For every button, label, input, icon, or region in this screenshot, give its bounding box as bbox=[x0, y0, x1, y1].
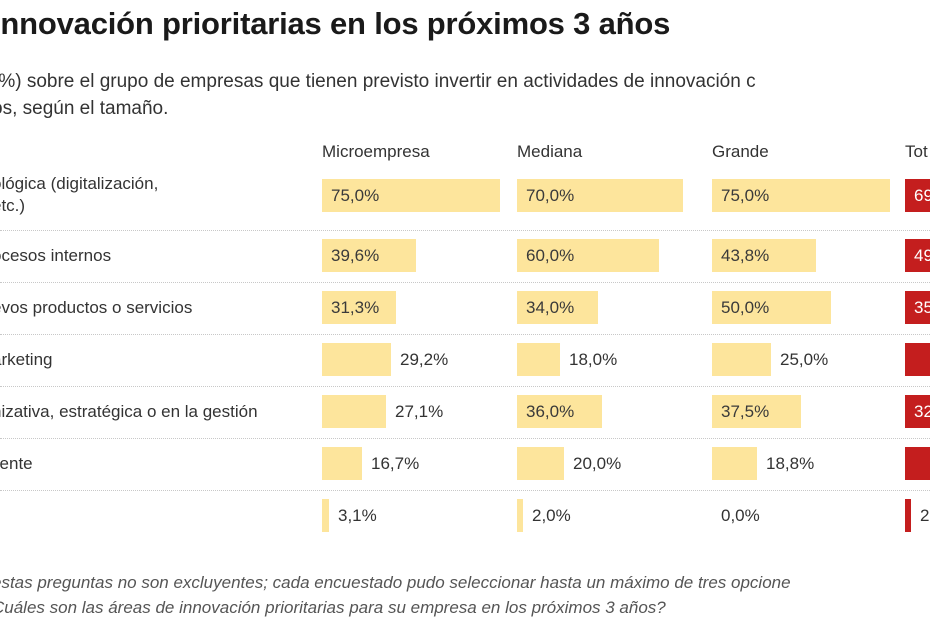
total-bar bbox=[905, 343, 930, 376]
size-bar bbox=[322, 447, 362, 480]
value-label: 37,5% bbox=[721, 402, 770, 421]
value-label: 60,0% bbox=[526, 246, 575, 265]
size-bar bbox=[322, 291, 396, 324]
total-bar bbox=[905, 179, 930, 212]
size-bar bbox=[517, 343, 560, 376]
size-bar bbox=[322, 179, 500, 212]
size-bar bbox=[517, 395, 602, 428]
size-bar bbox=[712, 239, 816, 272]
value-label: 39,6% bbox=[331, 246, 380, 265]
value-label: 2,0% bbox=[532, 506, 571, 525]
column-header: Mediana bbox=[517, 142, 583, 161]
value-label: 2 bbox=[920, 506, 930, 525]
total-bar bbox=[905, 499, 911, 532]
footnote: estas preguntas no son excluyentes; cada… bbox=[0, 570, 791, 620]
value-label: 20,0% bbox=[573, 454, 622, 473]
value-label: 0,0% bbox=[721, 506, 760, 525]
size-bar bbox=[712, 447, 757, 480]
value-label: 31,3% bbox=[331, 298, 380, 317]
row-separator bbox=[0, 230, 930, 231]
total-bar bbox=[905, 291, 930, 324]
value-label: 43,8% bbox=[721, 246, 770, 265]
size-bar bbox=[517, 239, 659, 272]
value-label: 25,0% bbox=[780, 350, 829, 369]
row-separator bbox=[0, 282, 930, 283]
column-header: Grande bbox=[712, 142, 769, 161]
value-label: 27,1% bbox=[395, 402, 444, 421]
value-label: 29,2% bbox=[400, 350, 449, 369]
value-label: 3,1% bbox=[338, 506, 377, 525]
subtitle-line: (%) sobre el grupo de empresas que tiene… bbox=[0, 71, 756, 92]
footnote-line: estas preguntas no son excluyentes; cada… bbox=[0, 573, 791, 592]
total-bar bbox=[905, 239, 930, 272]
chart-subtitle: (%) sobre el grupo de empresas que tiene… bbox=[0, 68, 930, 122]
size-bar bbox=[322, 343, 391, 376]
size-bar bbox=[712, 343, 771, 376]
footnote-line: Cuáles son las áreas de innovación prior… bbox=[0, 598, 666, 617]
row-label: ocesos internos bbox=[0, 246, 112, 265]
size-bar bbox=[517, 447, 564, 480]
column-header: Tot bbox=[905, 142, 928, 161]
value-label: 75,0% bbox=[331, 186, 380, 205]
row-label: liente bbox=[0, 454, 33, 473]
column-header: Microempresa bbox=[322, 142, 430, 161]
size-bar bbox=[517, 179, 683, 212]
chart-title: innovación prioritarias en los próximos … bbox=[0, 6, 671, 41]
size-bar bbox=[322, 239, 416, 272]
value-label: 18,8% bbox=[766, 454, 815, 473]
total-bar bbox=[905, 395, 930, 428]
value-label: 50,0% bbox=[721, 298, 770, 317]
row-label: evos productos o servicios bbox=[0, 298, 193, 317]
size-bar bbox=[712, 179, 890, 212]
row-separator bbox=[0, 490, 930, 491]
total-bar bbox=[905, 447, 930, 480]
row-label: arketing bbox=[0, 350, 53, 369]
row-separator bbox=[0, 438, 930, 439]
size-bar bbox=[322, 499, 329, 532]
value-label: 69 bbox=[914, 186, 930, 205]
row-separator bbox=[0, 334, 930, 335]
value-label: 18,0% bbox=[569, 350, 618, 369]
subtitle-line: os, según el tamaño. bbox=[0, 98, 169, 119]
value-label: 75,0% bbox=[721, 186, 770, 205]
value-label: 49 bbox=[914, 246, 930, 265]
value-label: 34,0% bbox=[526, 298, 575, 317]
value-label: 35 bbox=[914, 298, 930, 317]
size-bar bbox=[712, 395, 801, 428]
value-label: 32 bbox=[914, 402, 930, 421]
value-label: 16,7% bbox=[371, 454, 420, 473]
size-bar bbox=[322, 395, 386, 428]
value-label: 70,0% bbox=[526, 186, 575, 205]
value-label: 36,0% bbox=[526, 402, 575, 421]
row-separator bbox=[0, 386, 930, 387]
size-bar bbox=[712, 291, 831, 324]
size-bar bbox=[517, 291, 598, 324]
row-label: nizativa, estratégica o en la gestión bbox=[0, 402, 258, 421]
row-label: ológica (digitalización,etc.) bbox=[0, 174, 159, 215]
size-bar bbox=[517, 499, 523, 532]
